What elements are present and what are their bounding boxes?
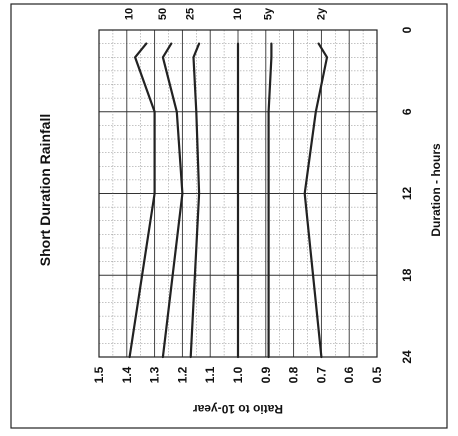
y-tick-label: 0.7: [314, 366, 328, 383]
series-label-50y: 50: [157, 8, 169, 20]
x-tick-label: 6: [400, 108, 414, 115]
y-tick-label: 1.1: [203, 366, 217, 383]
series-line-5y: [267, 42, 273, 359]
chart-frame: [10, 3, 448, 429]
y-tick-label: 1.4: [120, 366, 134, 383]
x-tick-label: 18: [400, 268, 414, 282]
y-tick-label: 0.8: [287, 366, 301, 383]
chart-title: Short Duration Rainfall: [37, 114, 53, 266]
y-tick-label: 1.2: [175, 366, 189, 383]
y-tick-label: 0.5: [370, 366, 384, 383]
y-tick-label: 1.0: [231, 366, 245, 383]
series-line-25y: [189, 42, 201, 359]
y-axis-title: Ratio to 10-year: [193, 402, 283, 416]
tick-labels: 0 6 12 18 24 1.5 1.4 1.3 1.2 1.1 1.0 0.9 0.8 0.7 0.6 0.…: [92, 26, 414, 383]
series-label-100y: 10: [124, 8, 136, 20]
series-label-5y: 5y: [263, 7, 275, 20]
y-tick-label: 0.6: [342, 366, 356, 383]
series-line-2y: [303, 42, 329, 359]
x-axis-title: Duration - hours: [429, 143, 443, 237]
x-tick-label: 12: [400, 187, 414, 201]
series-label-10y: 10: [232, 8, 244, 20]
series-line-50y: [161, 42, 184, 359]
series-layer: [128, 42, 329, 359]
plot-area: [98, 29, 378, 358]
y-tick-label: 0.9: [259, 366, 273, 383]
y-tick-label: 1.5: [92, 366, 106, 383]
x-tick-label: 24: [400, 350, 414, 364]
x-tick-label: 0: [400, 26, 414, 33]
series-label-2y: 2y: [315, 7, 327, 20]
series-labels: 10 50 25 10 5y 2y: [124, 7, 328, 20]
series-line-100y: [128, 42, 156, 359]
series-label-25y: 25: [185, 8, 197, 20]
y-tick-label: 1.3: [148, 366, 162, 383]
